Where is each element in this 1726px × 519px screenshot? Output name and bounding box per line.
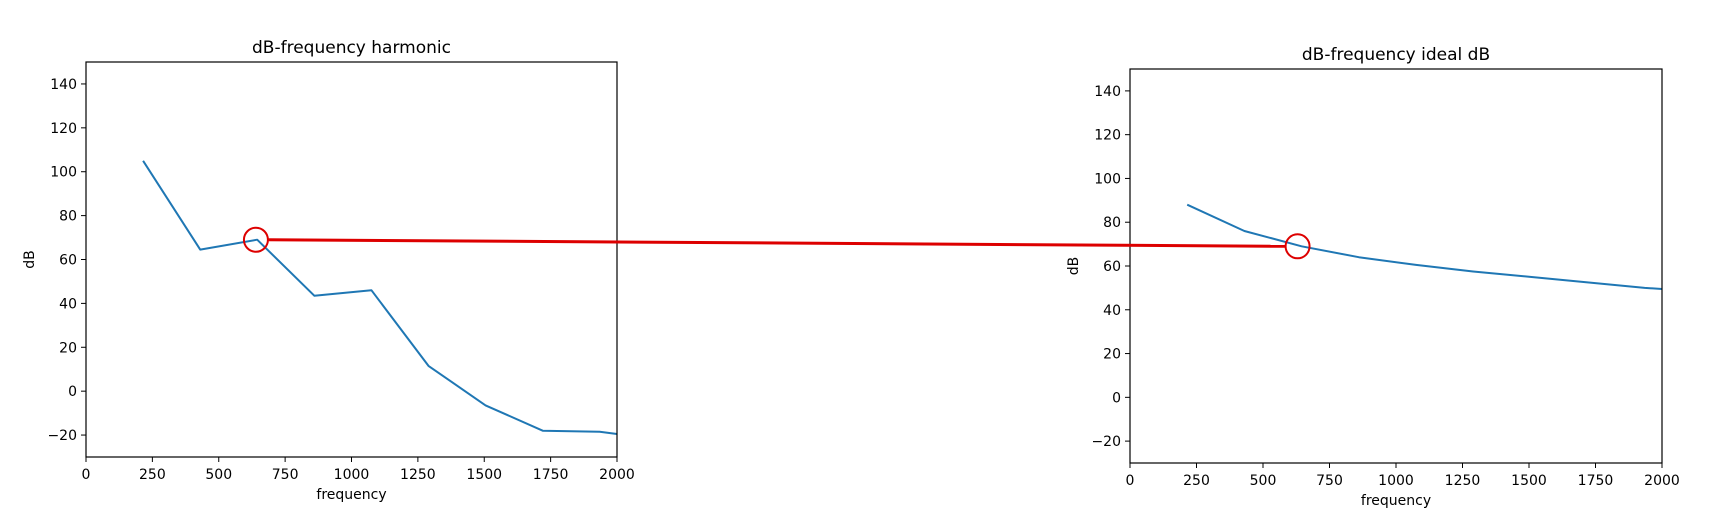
- x-tick-label: 1000: [334, 467, 370, 483]
- y-tick-label: 20: [59, 340, 77, 356]
- y-tick-label: 40: [59, 296, 77, 312]
- y-axis-label: dB: [22, 250, 38, 269]
- x-axis-label: frequency: [1361, 493, 1431, 509]
- y-tick-label: 140: [50, 77, 77, 93]
- data-point: [1300, 245, 1302, 247]
- data-point: [1644, 287, 1646, 289]
- y-tick-label: 0: [1112, 390, 1121, 406]
- data-point: [1472, 270, 1474, 272]
- y-tick-label: −20: [47, 428, 77, 444]
- data-point: [1415, 264, 1417, 266]
- series-line: [1186, 203, 1663, 290]
- data-point: [256, 239, 258, 241]
- data-point: [1529, 276, 1531, 278]
- chart-2: dB-frequency ideal dB0 250 500 750 1000 1250 1…: [1066, 45, 1680, 509]
- chart-title: dB-frequency harmonic: [252, 38, 451, 58]
- x-tick-label: 0: [82, 467, 91, 483]
- x-tick-label: 1500: [466, 467, 502, 483]
- y-tick-label: 100: [1094, 171, 1121, 187]
- data-point: [142, 160, 144, 162]
- data-point: [1243, 230, 1245, 232]
- data-point: [599, 431, 601, 433]
- data-point: [1358, 256, 1360, 258]
- plot-frame: [1129, 68, 1663, 464]
- data-point: [427, 365, 429, 367]
- x-tick-label: 500: [1250, 473, 1277, 489]
- data-point: [199, 248, 201, 250]
- y-tick-label: 60: [1103, 259, 1121, 275]
- x-tick-label: 1750: [1578, 473, 1614, 489]
- data-point: [484, 404, 486, 406]
- y-tick-label: −20: [1091, 434, 1121, 450]
- annotation-connector-line: [267, 238, 1286, 248]
- x-tick-label: 750: [1316, 473, 1343, 489]
- chart-title: dB-frequency ideal dB: [1302, 45, 1490, 65]
- annotation-circle-1: [242, 226, 269, 253]
- x-tick-label: 250: [139, 467, 166, 483]
- x-tick-label: 250: [1183, 473, 1210, 489]
- y-tick-label: 120: [1094, 128, 1121, 144]
- y-tick-label: 40: [1103, 303, 1121, 319]
- y-tick-label: 80: [1103, 215, 1121, 231]
- data-point: [313, 295, 315, 297]
- data-point: [541, 429, 543, 431]
- y-tick-label: 60: [59, 253, 77, 269]
- y-tick-label: 0: [68, 384, 77, 400]
- data-point: [370, 289, 372, 291]
- series-line: [142, 160, 618, 435]
- x-tick-label: 2000: [1644, 473, 1680, 489]
- y-tick-label: 80: [59, 209, 77, 225]
- y-tick-label: 100: [50, 165, 77, 181]
- x-tick-label: 1000: [1378, 473, 1414, 489]
- x-tick-label: 1750: [533, 467, 569, 483]
- x-tick-label: 1250: [1445, 473, 1481, 489]
- data-point: [1586, 281, 1588, 283]
- y-axis-label: dB: [1066, 257, 1082, 276]
- y-tick-label: 120: [50, 121, 77, 137]
- x-tick-label: 2000: [599, 467, 635, 483]
- data-point: [1186, 204, 1188, 206]
- x-tick-label: 0: [1126, 473, 1135, 489]
- x-tick-label: 1250: [400, 467, 436, 483]
- x-tick-label: 1500: [1511, 473, 1547, 489]
- annotation-circle-2: [1284, 233, 1311, 260]
- x-tick-label: 750: [272, 467, 299, 483]
- y-tick-label: 140: [1094, 84, 1121, 100]
- plot-frame: [85, 61, 618, 458]
- x-tick-label: 500: [205, 467, 232, 483]
- y-tick-label: 20: [1103, 347, 1121, 363]
- x-axis-label: frequency: [316, 487, 386, 503]
- annotation-group: [242, 226, 1311, 260]
